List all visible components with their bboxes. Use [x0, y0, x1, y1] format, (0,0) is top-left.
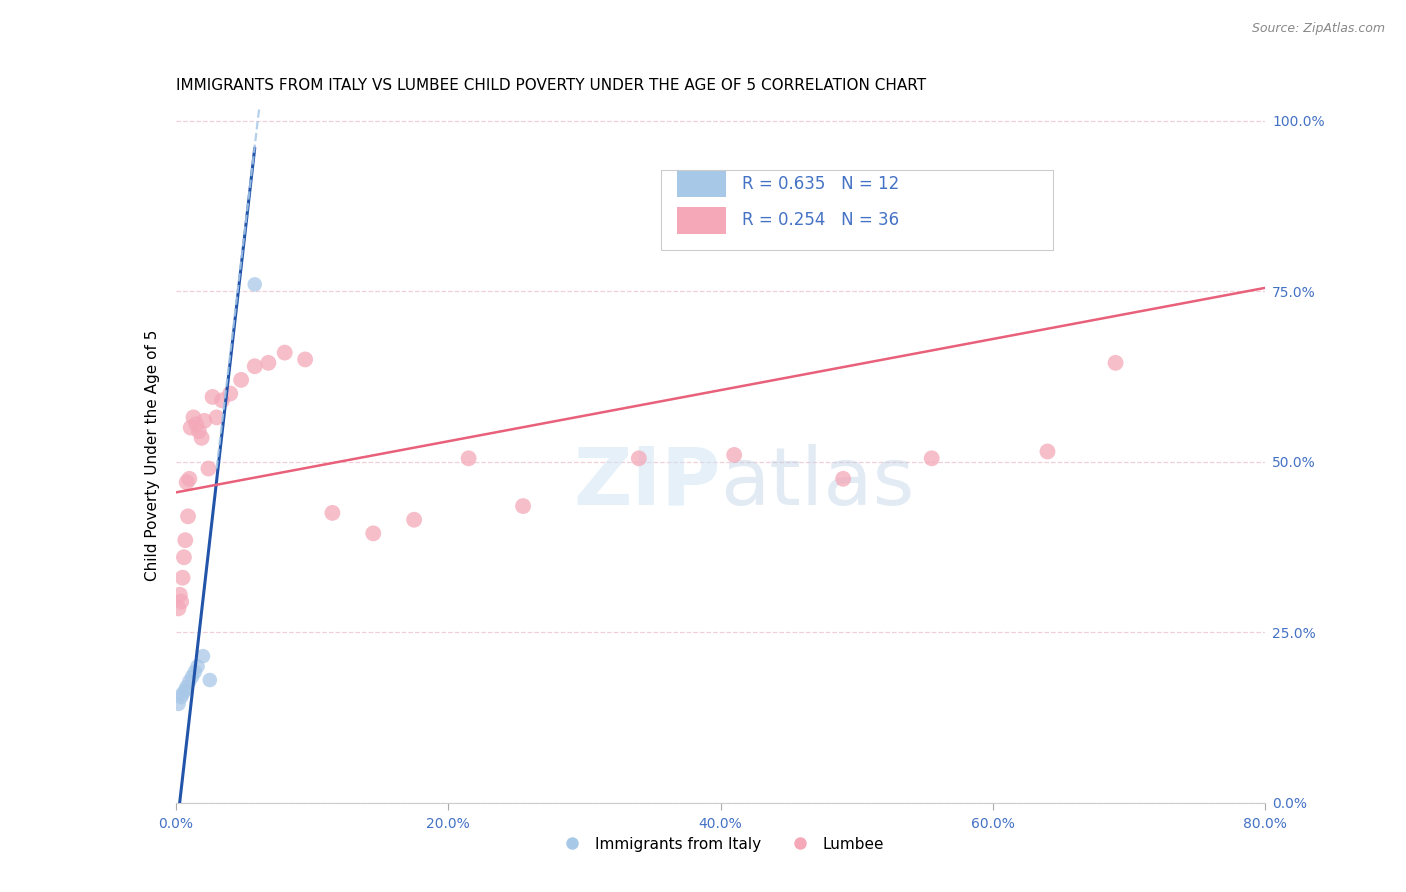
Point [193, 414, 215, 428]
FancyBboxPatch shape [678, 207, 725, 234]
Point [404, 513, 426, 527]
Point [170, 594, 193, 608]
Text: atlas: atlas [721, 443, 915, 522]
Text: ZIP: ZIP [574, 443, 721, 522]
Point [627, 451, 650, 466]
Point [186, 417, 208, 432]
Point [723, 448, 745, 462]
Point [174, 533, 197, 548]
Point [167, 697, 190, 711]
Point [243, 359, 266, 374]
Text: IMMIGRANTS FROM ITALY VS LUMBEE CHILD POVERTY UNDER THE AGE OF 5 CORRELATION CHA: IMMIGRANTS FROM ITALY VS LUMBEE CHILD PO… [176, 78, 927, 94]
Point [174, 683, 197, 698]
FancyBboxPatch shape [661, 169, 1053, 250]
Point [512, 499, 534, 513]
Point [170, 690, 193, 704]
Point [211, 393, 233, 408]
Point [172, 571, 194, 585]
Point [187, 424, 209, 438]
Point [219, 386, 242, 401]
Text: R = 0.635   N = 12: R = 0.635 N = 12 [742, 175, 900, 193]
Point [167, 601, 190, 615]
Point [176, 680, 198, 694]
Point [169, 588, 191, 602]
Text: Source: ZipAtlas.com: Source: ZipAtlas.com [1251, 22, 1385, 36]
Point [190, 431, 212, 445]
Y-axis label: Child Poverty Under the Age of 5: Child Poverty Under the Age of 5 [145, 329, 160, 581]
Point [183, 410, 205, 425]
Point [294, 352, 316, 367]
Point [361, 526, 384, 541]
Point [191, 649, 214, 664]
Point [172, 687, 194, 701]
Point [179, 472, 201, 486]
Point [176, 475, 198, 490]
Point [321, 506, 343, 520]
Point [181, 670, 204, 684]
Point [180, 420, 202, 434]
Point [257, 356, 280, 370]
FancyBboxPatch shape [678, 171, 725, 197]
Point [198, 673, 221, 687]
Point [243, 277, 266, 292]
Point [1036, 444, 1059, 458]
Point [205, 410, 228, 425]
Point [274, 345, 297, 359]
Point [921, 451, 943, 466]
Point [197, 461, 219, 475]
Point [457, 451, 479, 466]
Point [186, 659, 209, 673]
Text: R = 0.254   N = 36: R = 0.254 N = 36 [742, 211, 900, 228]
Legend: Immigrants from Italy, Lumbee: Immigrants from Italy, Lumbee [551, 830, 890, 858]
Point [832, 472, 855, 486]
Point [173, 550, 195, 565]
Point [231, 373, 253, 387]
Point [177, 509, 200, 524]
Point [179, 674, 201, 689]
Point [201, 390, 224, 404]
Point [1104, 356, 1126, 370]
Point [184, 665, 207, 679]
